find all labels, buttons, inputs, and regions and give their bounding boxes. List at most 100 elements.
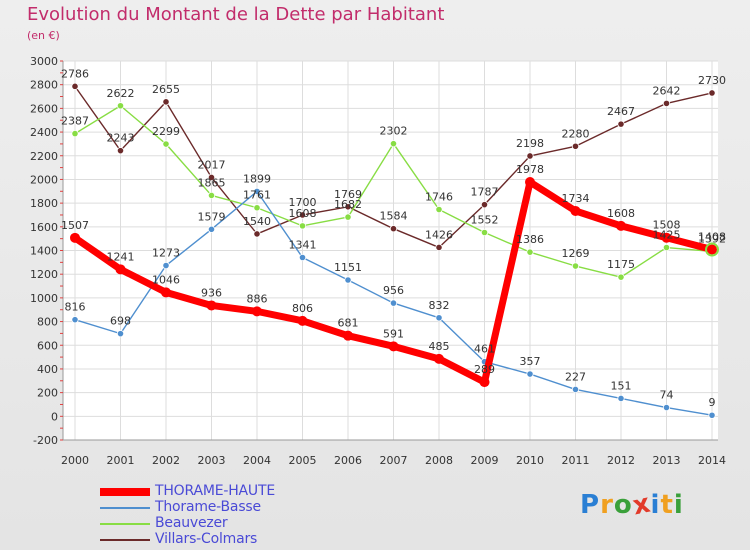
data-point-villars-colmars: [480, 201, 489, 209]
data-label-thorame-basse: 357: [520, 355, 541, 368]
data-label-thorame-haute: 936: [201, 286, 222, 299]
data-point-beauvezer: [389, 140, 398, 148]
y-tick-label: 200: [37, 387, 58, 400]
legend-label-thorame-haute: THORAME-HAUTE: [155, 483, 275, 499]
y-tick-label: 2400: [30, 126, 58, 139]
data-label-villars-colmars: 2642: [653, 84, 681, 97]
data-point-thorame-haute: [70, 232, 80, 243]
data-point-thorame-basse: [116, 330, 125, 338]
data-label-beauvezer: 1552: [471, 213, 499, 226]
data-point-villars-colmars: [662, 99, 671, 108]
data-point-thorame-basse: [526, 370, 534, 378]
x-tick-label: 2013: [653, 454, 681, 467]
data-point-beauvezer: [617, 273, 625, 281]
data-point-beauvezer: [435, 205, 443, 214]
data-label-villars-colmars: 1426: [425, 228, 453, 241]
legend-item-villars-colmars[interactable]: Villars-Colmars: [100, 531, 400, 548]
data-point-thorame-basse: [571, 385, 580, 394]
logo-letter: o: [613, 490, 633, 520]
data-label-beauvezer: 2622: [107, 87, 135, 100]
data-label-thorame-basse: 1273: [152, 247, 180, 260]
data-label-villars-colmars: 2243: [107, 132, 135, 145]
series-layer: [70, 82, 719, 419]
legend-item-thorame-basse[interactable]: Thorame-Basse: [100, 499, 400, 516]
y-tick-label: 2600: [30, 102, 58, 115]
chart-title: Evolution du Montant de la Dette par Hab…: [27, 4, 445, 25]
data-label-thorame-basse: 461: [474, 343, 495, 356]
data-point-beauvezer: [71, 130, 79, 138]
legend-swatch-thorame-basse: [100, 507, 150, 509]
data-label-thorame-haute: 1608: [607, 207, 635, 220]
data-label-thorame-basse: 74: [660, 389, 674, 402]
x-tick-label: 2003: [198, 454, 226, 467]
legend-swatch-thorame-haute: [100, 488, 150, 496]
data-label-beauvezer: 1682: [334, 198, 362, 211]
data-label-villars-colmars: 2467: [607, 105, 635, 118]
data-point-thorame-basse: [253, 187, 261, 195]
legend-item-beauvezer[interactable]: Beauvezer: [100, 515, 400, 532]
label-layer: 2786 2243 2655 2017 1540 1700 1769 1584 1426 1787…: [61, 67, 726, 409]
x-tick-label: 2007: [380, 454, 408, 467]
legend-item-thorame-haute[interactable]: THORAME-HAUTE: [100, 483, 400, 500]
data-point-beauvezer: [662, 243, 671, 252]
x-tick-label: 2006: [334, 454, 362, 467]
data-point-beauvezer: [116, 102, 125, 110]
data-label-villars-colmars: 2730: [698, 74, 726, 87]
x-tick-label: 2011: [562, 454, 590, 467]
data-label-beauvezer: 1608: [289, 207, 317, 220]
data-label-thorame-haute: 485: [429, 340, 450, 353]
legend-label-villars-colmars: Villars-Colmars: [155, 531, 258, 547]
x-tick-label: 2008: [425, 454, 453, 467]
data-point-beauvezer: [571, 262, 580, 270]
data-label-beauvezer: 1269: [562, 247, 590, 260]
data-label-thorame-basse: 698: [110, 315, 131, 328]
last-point-highlight: [705, 242, 719, 257]
data-label-villars-colmars: 2655: [152, 83, 180, 96]
data-point-beauvezer: [253, 204, 261, 212]
y-tick-label: 2000: [30, 173, 58, 186]
x-tick-label: 2012: [607, 454, 635, 467]
data-point-thorame-haute: [343, 330, 353, 341]
logo-letter: P: [580, 490, 601, 520]
data-label-beauvezer: 1386: [516, 233, 544, 246]
y-tick-label: 800: [37, 316, 58, 329]
logo-letter: r: [600, 490, 614, 520]
legend-label-thorame-basse: Thorame-Basse: [155, 499, 261, 515]
data-point-villars-colmars: [298, 211, 307, 219]
data-point-villars-colmars: [344, 203, 352, 211]
x-tick-label: 2009: [471, 454, 499, 467]
y-tick-label: 2800: [30, 79, 58, 92]
data-point-thorame-basse: [389, 299, 398, 307]
grid-layer: [63, 60, 718, 441]
data-point-thorame-basse: [298, 253, 307, 262]
data-label-thorame-haute: 1734: [562, 192, 590, 205]
axis-layer: -200 0 200 400 600 800 1000 1200 1400 1600 1800 200…: [30, 55, 726, 467]
data-label-thorame-haute: 681: [338, 317, 359, 330]
data-point-thorame-basse: [207, 225, 216, 233]
data-point-thorame-haute: [161, 287, 171, 298]
data-point-beauvezer: [162, 140, 170, 148]
data-label-beauvezer: 1392: [698, 232, 726, 245]
x-tick-label: 2010: [516, 454, 544, 467]
data-point-villars-colmars: [708, 89, 716, 97]
data-point-thorame-haute: [525, 177, 535, 188]
data-label-villars-colmars: 2017: [198, 158, 226, 171]
x-tick-label: 2014: [698, 454, 726, 467]
data-label-villars-colmars: 2786: [61, 67, 89, 80]
data-label-thorame-haute: 1978: [516, 163, 544, 176]
data-point-villars-colmars: [617, 120, 625, 128]
legend-swatch-beauvezer: [100, 523, 150, 525]
data-label-thorame-haute: 886: [247, 292, 268, 305]
data-point-thorame-haute: [115, 264, 126, 275]
data-point-villars-colmars: [526, 152, 534, 160]
y-tick-label: 2200: [30, 150, 58, 163]
y-tick-label: 0: [51, 410, 58, 423]
x-tick-label: 2001: [107, 454, 135, 467]
data-label-beauvezer: 1761: [243, 189, 271, 202]
data-point-thorame-haute: [570, 205, 581, 216]
data-label-thorame-basse: 832: [429, 299, 450, 312]
data-label-thorame-basse: 151: [611, 379, 632, 392]
data-point-thorame-haute: [616, 220, 626, 231]
data-label-thorame-haute: 1507: [61, 219, 89, 232]
